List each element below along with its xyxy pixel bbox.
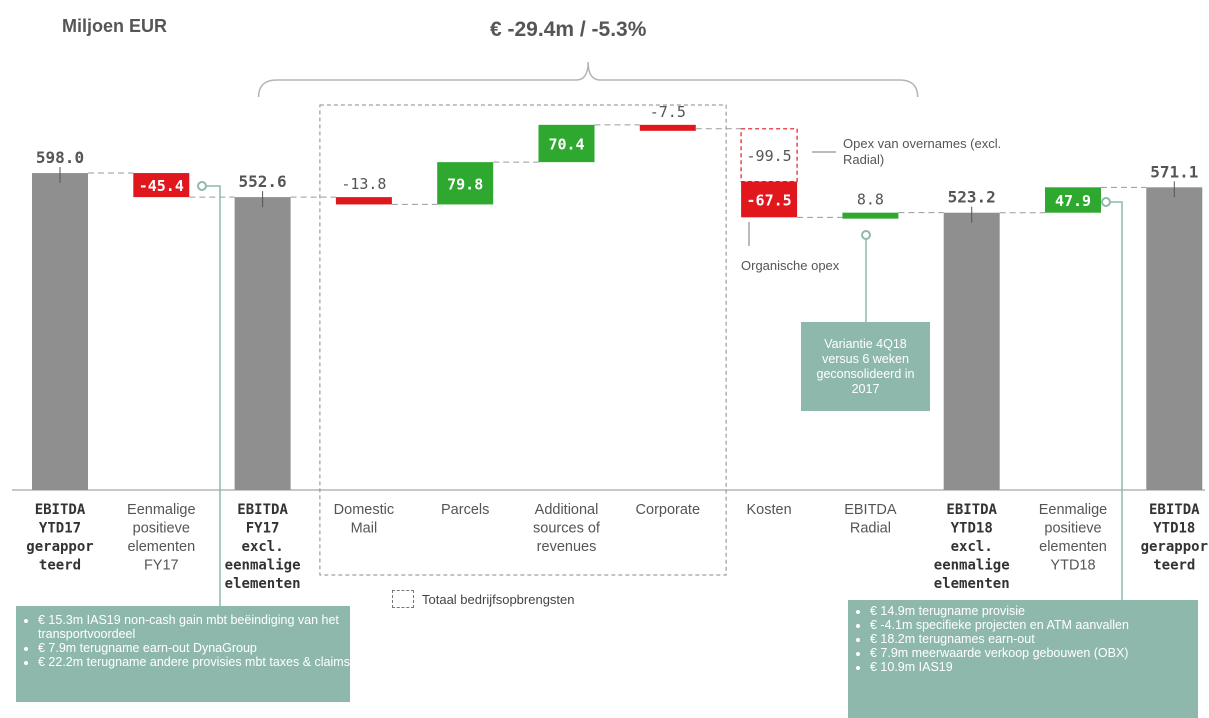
data-label: -13.8 bbox=[341, 175, 386, 193]
tick-label: Additional bbox=[535, 502, 599, 518]
bar-decrease bbox=[639, 124, 696, 131]
bar-increase bbox=[1045, 187, 1101, 213]
tick-label: YTD17 bbox=[39, 521, 81, 537]
annotation-opex-organic: Organische opex bbox=[741, 258, 840, 273]
note-item: € 18.2m terugnames earn-out bbox=[870, 632, 1198, 646]
headline-variance: € -29.4m / -5.3% bbox=[490, 18, 647, 41]
tick-label: Domestic bbox=[334, 502, 394, 518]
callout-radial-variance: Variantie 4Q18 versus 6 weken geconsolid… bbox=[801, 322, 930, 411]
brace-bracket bbox=[257, 61, 919, 98]
tick-label: Mail bbox=[351, 521, 378, 537]
bar-segment-solid bbox=[741, 181, 798, 218]
data-label: -99.5 bbox=[747, 147, 792, 165]
bar-total bbox=[943, 212, 1000, 491]
data-label: 523.2 bbox=[948, 188, 996, 207]
tick-label: elementen bbox=[127, 539, 195, 555]
data-label: -45.4 bbox=[139, 177, 184, 195]
notes-fy17-one-off: € 15.3m IAS19 non-cash gain mbt beëindig… bbox=[16, 606, 350, 702]
tick-label: teerd bbox=[39, 558, 81, 574]
tick-label: elementen bbox=[225, 576, 301, 592]
tick-label: excl. bbox=[951, 539, 993, 555]
tick-label: EBITDA bbox=[237, 502, 288, 518]
tick-label: Radial bbox=[850, 521, 891, 537]
tick-label: Corporate bbox=[636, 502, 700, 518]
note-item: € 10.9m IAS19 bbox=[870, 660, 1198, 674]
leader-dot bbox=[861, 230, 871, 240]
bar-decrease bbox=[133, 173, 190, 198]
data-label: 552.6 bbox=[239, 172, 287, 191]
group-box-revenues bbox=[319, 104, 727, 576]
bar-increase bbox=[437, 162, 494, 205]
legend-swatch-dashed bbox=[392, 590, 414, 608]
bar-increase bbox=[538, 124, 595, 163]
tick-label: elementen bbox=[934, 576, 1010, 592]
tick-label: YTD18 bbox=[1050, 558, 1095, 574]
leader-dot bbox=[197, 181, 207, 191]
data-label: -67.5 bbox=[747, 191, 792, 209]
tick-label: teerd bbox=[1153, 558, 1195, 574]
note-item: € 7.9m terugname earn-out DynaGroup bbox=[38, 641, 350, 655]
tick-label: positieve bbox=[133, 521, 190, 537]
tick-label: EBITDA bbox=[844, 502, 897, 518]
legend-label: Totaal bedrijfsopbrengsten bbox=[422, 591, 575, 607]
tick-label: gerappor bbox=[1141, 539, 1208, 555]
tick-label: excl. bbox=[242, 539, 284, 555]
tick-label: eenmalige bbox=[225, 558, 301, 574]
bar-total bbox=[234, 197, 291, 490]
note-item: € 22.2m terugname andere provisies mbt t… bbox=[38, 655, 350, 669]
tick-label: revenues bbox=[537, 539, 597, 555]
bar-decrease bbox=[335, 197, 392, 205]
tick-label: Parcels bbox=[441, 502, 489, 518]
bar-total bbox=[1146, 187, 1203, 490]
legend: Totaal bedrijfsopbrengsten bbox=[392, 590, 575, 608]
bar-total bbox=[32, 173, 88, 490]
tick-label: gerappor bbox=[26, 539, 93, 555]
tick-label: positieve bbox=[1044, 521, 1101, 537]
data-label: 70.4 bbox=[548, 135, 584, 153]
tick-label: elementen bbox=[1039, 539, 1107, 555]
tick-label: FY17 bbox=[246, 521, 280, 537]
unit-label: Miljoen EUR bbox=[62, 16, 168, 36]
leader-notes-right bbox=[1110, 201, 1123, 600]
notes-ytd18-one-off: € 14.9m terugname provisie € -4.1m speci… bbox=[848, 600, 1198, 718]
note-item: € -4.1m specifieke projecten en ATM aanv… bbox=[870, 618, 1198, 632]
tick-label: EBITDA bbox=[946, 502, 997, 518]
note-item: € 7.9m meerwaarde verkoop gebouwen (OBX) bbox=[870, 646, 1198, 660]
tick-label: FY17 bbox=[144, 558, 179, 574]
annotation-opex-acquisitions: Opex van overnames (excl. Radial) bbox=[843, 136, 1002, 167]
tick-label: EBITDA bbox=[35, 502, 86, 518]
bar-segment-dashed bbox=[740, 128, 798, 183]
tick-label: YTD18 bbox=[951, 521, 993, 537]
tick-label: eenmalige bbox=[934, 558, 1010, 574]
data-label: 598.0 bbox=[36, 148, 84, 167]
note-item: € 15.3m IAS19 non-cash gain mbt beëindig… bbox=[38, 613, 350, 641]
note-item: € 14.9m terugname provisie bbox=[870, 604, 1198, 618]
leader-notes-left bbox=[206, 185, 221, 606]
tick-label: YTD18 bbox=[1153, 521, 1195, 537]
tick-label: EBITDA bbox=[1149, 502, 1200, 518]
leader-dot bbox=[1101, 197, 1111, 207]
tick-label: Eenmalige bbox=[1039, 502, 1108, 518]
tick-label: Eenmalige bbox=[127, 502, 196, 518]
data-label: -7.5 bbox=[650, 103, 686, 121]
bar-increase bbox=[842, 212, 899, 219]
data-label: 571.1 bbox=[1150, 162, 1198, 181]
data-label: 47.9 bbox=[1055, 192, 1091, 210]
tick-label: sources of bbox=[533, 521, 601, 537]
data-label: 79.8 bbox=[447, 175, 483, 193]
data-label: 8.8 bbox=[857, 191, 884, 209]
tick-label: Kosten bbox=[747, 502, 792, 518]
